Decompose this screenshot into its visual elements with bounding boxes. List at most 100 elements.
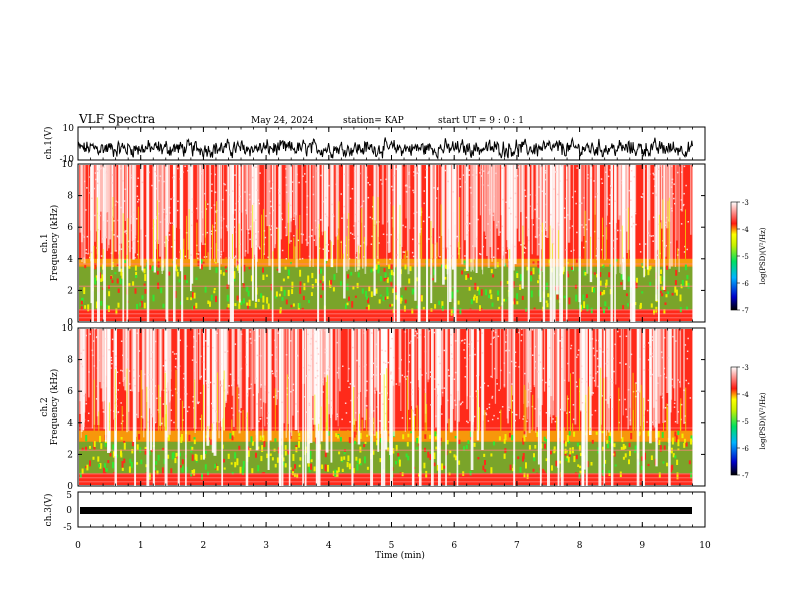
spectrogram-noise	[210, 233, 213, 235]
spectrogram-speckle	[677, 430, 680, 436]
spectrogram-noise	[386, 233, 388, 236]
spectrogram-speckle	[120, 452, 123, 458]
spectrogram-streak	[155, 329, 157, 423]
spectrogram-speckle	[193, 292, 196, 299]
spectrogram-spike	[484, 410, 486, 431]
spectrogram-noise	[637, 391, 639, 393]
spectrogram-spike	[246, 412, 248, 431]
spectrogram-streak	[375, 165, 377, 225]
spectrogram-noise	[499, 411, 501, 413]
spectrogram-noise	[598, 339, 600, 342]
colorbar-tick-label: -4	[742, 391, 749, 399]
spectrogram-speckle	[366, 466, 369, 470]
spectrogram-speckle	[269, 453, 272, 456]
spectrogram-noise	[612, 357, 614, 360]
spectrogram-noise	[608, 359, 611, 361]
spectrogram-streak	[211, 329, 215, 453]
spectrogram-speckle	[400, 295, 403, 301]
spectrogram-streak	[489, 165, 492, 248]
spectrogram-noise	[590, 340, 592, 342]
spectrogram-noise	[232, 414, 235, 416]
spectrogram-streak	[411, 329, 413, 407]
spectrogram-speckle	[441, 463, 444, 471]
spectrogram-noise	[502, 247, 505, 249]
spectrogram-speckle	[354, 295, 357, 298]
spectrogram-noise	[248, 388, 250, 390]
spectrogram-speckle	[476, 286, 479, 291]
spectrogram-noise	[459, 178, 461, 180]
spectrogram-noise	[393, 174, 395, 177]
spectrogram-speckle	[504, 434, 507, 441]
spectrogram-noise	[249, 331, 252, 333]
spectrogram-streak	[629, 329, 631, 426]
spectrogram-speckle	[289, 432, 292, 439]
spectrogram-spike	[89, 252, 91, 259]
spectrogram-spike	[261, 214, 263, 259]
spectrogram-noise	[573, 249, 575, 251]
spectrogram-noise	[120, 206, 123, 209]
spectrogram-noise	[515, 216, 517, 218]
spectrogram-spike	[201, 414, 203, 431]
spectrogram-spike	[330, 241, 332, 259]
spectrogram-noise	[278, 192, 280, 194]
spectrogram-spike	[93, 379, 95, 431]
spectrogram-noise	[620, 179, 622, 182]
spectrogram-spike	[342, 253, 344, 259]
spectrogram-noise	[103, 411, 106, 413]
spectrogram-streak	[434, 165, 437, 283]
spectrogram-speckle	[620, 282, 623, 286]
spectrogram-speckle	[573, 455, 576, 463]
spectrogram-streak	[424, 329, 427, 423]
spectrogram-speckle	[649, 265, 652, 270]
spectrogram-noise	[651, 421, 653, 423]
spectrogram-noise	[191, 359, 194, 361]
spectrogram-streak	[475, 165, 478, 273]
spectrogram-noise	[255, 219, 257, 221]
spectrogram-streak	[583, 165, 585, 236]
spectrogram-streak	[481, 329, 484, 421]
spectrogram-spike	[531, 429, 533, 431]
spectrogram-noise	[436, 394, 438, 397]
spectrogram-streak	[317, 329, 320, 460]
spectrogram-noise	[82, 349, 85, 351]
spectrogram-speckle	[84, 265, 87, 269]
spectrogram-noise	[316, 170, 319, 172]
spectrogram-noise	[424, 388, 427, 391]
spectrogram-speckle	[184, 275, 187, 280]
spectrogram-speckle	[107, 460, 110, 464]
spectrogram-speckle	[339, 437, 342, 442]
spectrogram-noise	[215, 411, 217, 413]
spectrogram-streak	[237, 329, 240, 388]
spectrogram-noise	[192, 400, 194, 403]
spectrogram-streak	[655, 329, 658, 467]
spectrogram-streak	[335, 329, 338, 421]
spectrogram-speckle	[522, 453, 525, 460]
spectrogram-speckle	[89, 460, 91, 467]
spectrogram-noise	[272, 372, 274, 375]
spectrogram-noise	[340, 193, 342, 195]
spectrogram-noise	[647, 399, 650, 402]
spectrogram-streak	[539, 329, 542, 486]
spectrogram-noise	[591, 338, 594, 340]
spectrogram-spike	[421, 207, 423, 259]
spectrogram-noise	[443, 387, 446, 389]
spectrogram-noise	[666, 216, 668, 219]
spectrogram-noise	[663, 373, 665, 375]
spectrogram-noise	[510, 213, 512, 215]
spectrogram-noise	[511, 411, 513, 414]
spectrogram-noise	[125, 230, 127, 232]
spectrogram-noise	[576, 231, 578, 234]
spectrogram-noise	[351, 233, 354, 235]
spectrogram-speckle	[243, 264, 246, 272]
spectrogram-noise	[403, 251, 406, 253]
spectrogram-noise	[310, 354, 312, 357]
spectrogram-streak	[141, 329, 144, 390]
spectrogram-noise	[249, 198, 251, 201]
spectrogram-spike	[183, 238, 185, 259]
spectrogram-speckle	[176, 271, 179, 277]
spectrogram-speckle	[468, 286, 471, 291]
spectrogram-noise	[426, 216, 429, 219]
spectrogram-noise	[416, 172, 419, 174]
spectrogram-noise	[99, 168, 101, 170]
